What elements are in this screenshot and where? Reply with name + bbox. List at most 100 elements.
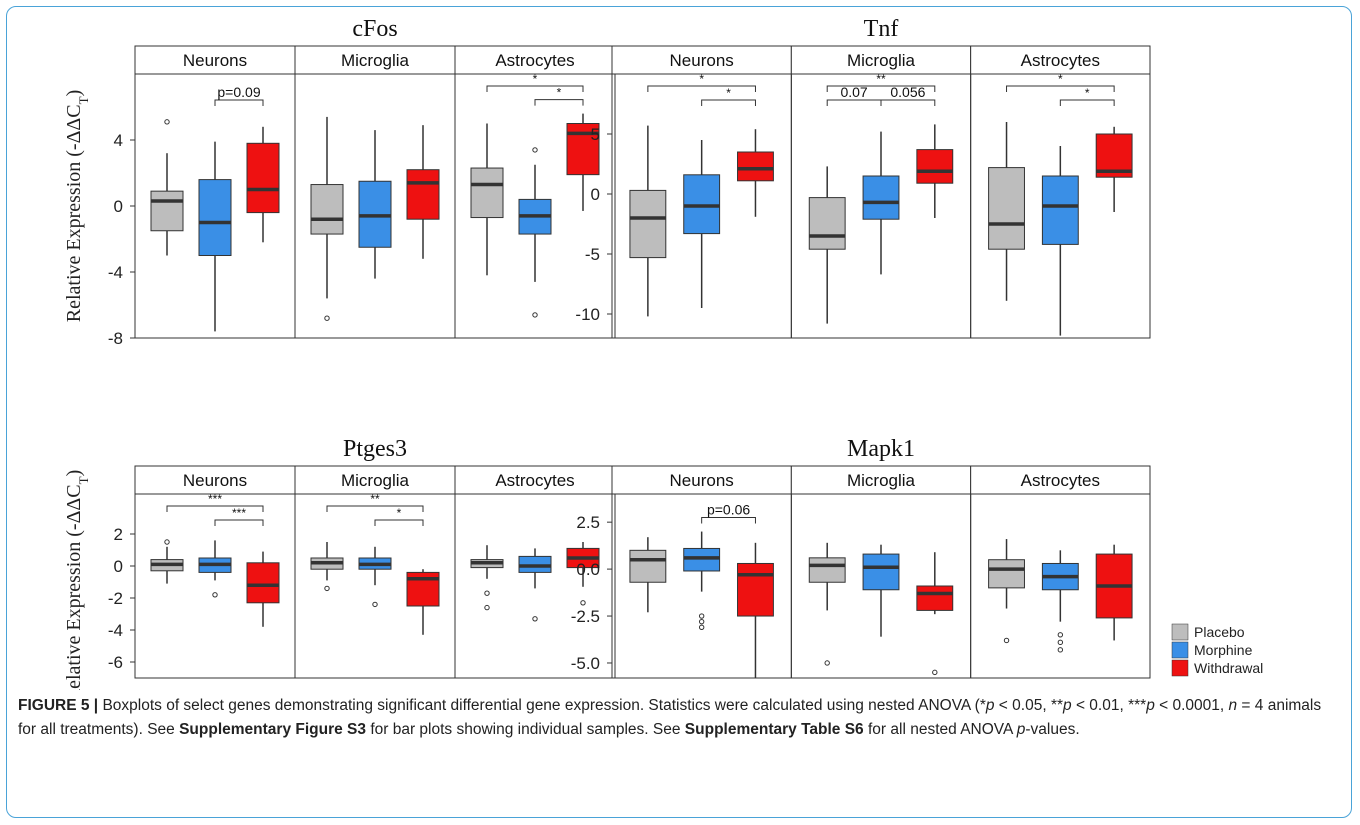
box-iqr bbox=[470, 167, 504, 219]
outlier-point bbox=[164, 539, 170, 545]
outlier-point bbox=[932, 669, 938, 676]
box-morphine bbox=[862, 544, 900, 637]
box-withdrawal bbox=[406, 125, 440, 259]
significance-bracket bbox=[1059, 99, 1115, 106]
caption-text: Boxplots of select genes demonstrating s… bbox=[98, 697, 986, 714]
y-tick-label: 2 bbox=[114, 525, 123, 544]
outlier-point bbox=[484, 604, 490, 611]
box-placebo bbox=[150, 119, 184, 256]
box-withdrawal bbox=[566, 542, 600, 606]
significance-label: *** bbox=[232, 506, 246, 520]
panel-title: cFos bbox=[352, 16, 397, 42]
chart-panel-mapk1: Mapk1 2.5 0.0 -2.5 -5.0 Neurons p=0.06 Microgli… bbox=[571, 436, 1151, 679]
box-morphine bbox=[1041, 550, 1079, 653]
box-placebo bbox=[629, 537, 667, 613]
box-iqr bbox=[1041, 175, 1079, 245]
significance-label: ** bbox=[370, 492, 380, 506]
box-iqr bbox=[808, 557, 846, 583]
legend: Placebo Morphine Withdrawal bbox=[1171, 623, 1263, 677]
facet-label-microglia: Microglia bbox=[847, 51, 916, 70]
significance-label: *** bbox=[208, 492, 222, 506]
significance-label: 0.07 bbox=[840, 84, 867, 100]
supplementary-figure-link[interactable]: Supplementary Figure S3 bbox=[179, 721, 367, 738]
box-morphine bbox=[862, 131, 900, 275]
caption-p-symbol: p bbox=[985, 697, 995, 714]
facet-label-astrocytes: Astrocytes bbox=[495, 471, 574, 490]
outlier-point bbox=[1057, 647, 1064, 653]
outlier-point bbox=[824, 660, 830, 666]
facet-label-astrocytes: Astrocytes bbox=[495, 51, 574, 70]
box-iqr bbox=[988, 167, 1025, 250]
box-iqr bbox=[683, 547, 721, 572]
significance-bracket bbox=[826, 85, 936, 92]
figure-caption: FIGURE 5 | Boxplots of select genes demo… bbox=[18, 694, 1338, 742]
facet-label-neurons: Neurons bbox=[183, 51, 247, 70]
facet-strip bbox=[294, 465, 456, 495]
box-iqr bbox=[406, 169, 440, 220]
caption-figure-label: FIGURE 5 | bbox=[18, 697, 99, 714]
facet-label-microglia: Microglia bbox=[341, 51, 410, 70]
box-withdrawal bbox=[916, 124, 954, 218]
outlier-point bbox=[324, 585, 330, 592]
significance-bracket bbox=[1006, 85, 1115, 92]
box-placebo bbox=[470, 545, 504, 611]
significance-label: * bbox=[533, 72, 538, 86]
facet-panel bbox=[454, 493, 616, 679]
caption-p-symbol: p bbox=[1146, 697, 1155, 714]
y-tick-label: 0 bbox=[591, 185, 600, 204]
significance-label: ** bbox=[876, 72, 886, 86]
box-withdrawal bbox=[246, 126, 280, 243]
panel-title: Mapk1 bbox=[847, 436, 915, 462]
legend-swatch-morphine bbox=[1171, 641, 1189, 659]
significance-bracket bbox=[374, 519, 424, 526]
box-withdrawal bbox=[566, 113, 600, 211]
outlier-point bbox=[324, 315, 330, 321]
facet-strip bbox=[134, 45, 296, 75]
box-iqr bbox=[862, 175, 900, 220]
facet-label-astrocytes: Astrocytes bbox=[1021, 51, 1100, 70]
caption-text: for bar plots showing individual samples… bbox=[366, 721, 685, 738]
facet-label-microglia: Microglia bbox=[847, 471, 916, 490]
box-withdrawal bbox=[246, 551, 280, 627]
legend-label-placebo: Placebo bbox=[1194, 624, 1245, 640]
outlier-point bbox=[484, 590, 490, 596]
y-axis-label-subscript: T bbox=[76, 476, 91, 484]
supplementary-table-link[interactable]: Supplementary Table S6 bbox=[684, 721, 864, 738]
significance-bracket bbox=[214, 99, 264, 106]
box-placebo bbox=[988, 122, 1025, 301]
y-tick-label: 0 bbox=[114, 557, 123, 576]
box-iqr bbox=[198, 179, 232, 257]
significance-bracket bbox=[701, 99, 756, 106]
outlier-point bbox=[164, 119, 170, 125]
facet-strip bbox=[790, 45, 972, 75]
facet-label-neurons: Neurons bbox=[183, 471, 247, 490]
box-morphine bbox=[358, 546, 392, 608]
box-iqr bbox=[629, 189, 667, 259]
caption-p-symbol: p bbox=[1063, 697, 1072, 714]
outlier-point bbox=[698, 618, 705, 625]
y-tick-label: -5.0 bbox=[571, 654, 600, 673]
y-axis-label-text: Relative Expression (-ΔΔC bbox=[63, 104, 85, 322]
box-iqr bbox=[246, 142, 280, 214]
box-iqr bbox=[246, 562, 280, 604]
legend-swatch-withdrawal bbox=[1171, 659, 1189, 677]
y-tick-label: -8 bbox=[108, 329, 123, 348]
significance-bracket bbox=[826, 99, 882, 106]
outlier-point bbox=[532, 147, 538, 153]
box-placebo bbox=[310, 542, 344, 592]
box-withdrawal bbox=[406, 569, 440, 635]
box-withdrawal bbox=[916, 552, 954, 676]
box-withdrawal bbox=[737, 542, 774, 678]
box-withdrawal bbox=[1095, 126, 1133, 212]
facet-strip bbox=[454, 45, 616, 75]
box-placebo bbox=[150, 539, 184, 584]
significance-label: p=0.09 bbox=[217, 84, 260, 100]
chart-panel-cfos: cFos 4 0 -4 -8 Relative Expression (-ΔΔCT) Neu… bbox=[63, 16, 616, 348]
facet-strip bbox=[970, 45, 1151, 75]
significance-label: * bbox=[1058, 72, 1063, 86]
significance-bracket bbox=[166, 505, 264, 512]
y-tick-label: 2.5 bbox=[576, 513, 600, 532]
box-morphine bbox=[518, 147, 552, 318]
